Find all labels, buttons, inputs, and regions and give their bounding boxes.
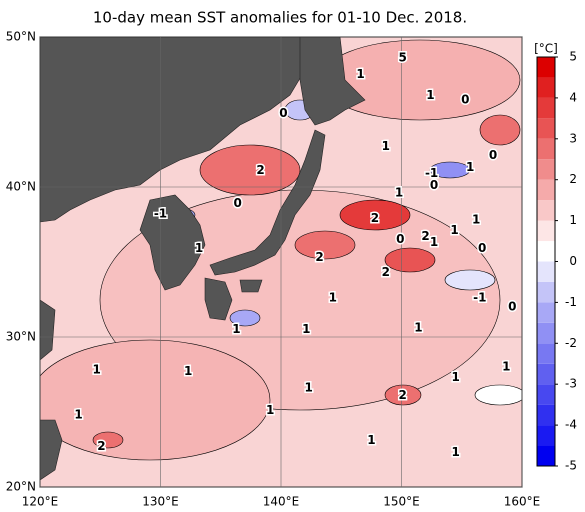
x-tick-label: 140°E — [263, 495, 300, 509]
colorbar-tick-label: 5 — [569, 50, 577, 64]
contour-label: -1 — [473, 291, 486, 305]
colorbar-band — [537, 97, 555, 119]
colorbar-band — [537, 425, 555, 446]
map-field — [40, 37, 522, 487]
contour-label: 1 — [450, 223, 458, 237]
contour-label: 1 — [232, 322, 240, 336]
colorbar-tick-label: -3 — [565, 377, 577, 391]
colorbar-band — [537, 384, 555, 405]
contour-label: 1 — [266, 403, 274, 417]
contour-label: 0 — [478, 241, 486, 255]
contour-label: 2 — [382, 265, 390, 279]
x-tick-label: 150°E — [383, 495, 420, 509]
contour-label: 1 — [302, 322, 310, 336]
contour-label: 2 — [421, 229, 429, 243]
colorbar-band — [537, 302, 555, 323]
contour-label: 1 — [74, 408, 82, 422]
colorbar-band — [537, 118, 555, 139]
colorbar-band — [537, 343, 555, 364]
map-title: 10-day mean SST anomalies for 01-10 Dec.… — [93, 9, 467, 27]
contour-label: 1 — [395, 186, 403, 200]
contour-label: 1 — [305, 381, 313, 395]
contour-label: 1 — [426, 88, 434, 102]
colorbar-tick-label: -4 — [565, 418, 577, 432]
colorbar-band — [537, 220, 555, 242]
contour-label: -1 — [425, 166, 438, 180]
colorbar-band — [537, 363, 555, 385]
contour-label: 2 — [256, 163, 264, 177]
colorbar-band — [537, 281, 555, 303]
contour-label: 0 — [430, 178, 438, 192]
contour-label: 1 — [356, 67, 364, 81]
colorbar-band — [537, 57, 555, 78]
y-tick-label: 20°N — [6, 480, 36, 494]
contour-label: 1 — [367, 433, 375, 447]
colorbar-band — [537, 404, 555, 426]
colorbar-band — [537, 159, 555, 180]
colorbar-tick-label: 3 — [569, 131, 577, 145]
contour-label: 2 — [315, 250, 323, 264]
colorbar-band — [537, 445, 555, 466]
contour-label: 1 — [472, 213, 480, 227]
colorbar-tick-label: -5 — [565, 459, 577, 473]
contour-label: 1 — [502, 360, 510, 374]
contour-label: 1 — [195, 241, 203, 255]
colorbar-band — [537, 77, 555, 98]
land — [40, 37, 366, 481]
colorbar-unit: [°C] — [534, 42, 558, 56]
x-tick-label: 120°E — [22, 495, 59, 509]
contour-label: 2 — [371, 211, 379, 225]
contour-label: 0 — [508, 300, 516, 314]
contour-label: 1 — [184, 364, 192, 378]
contour-label: 1 — [430, 235, 438, 249]
contour-label: -1 — [154, 207, 167, 221]
colorbar-band — [537, 179, 555, 201]
contour-label: 0 — [279, 106, 287, 120]
contour-label: 1 — [329, 291, 337, 305]
colorbar-tick-label: -2 — [565, 336, 577, 350]
colorbar-band — [537, 322, 555, 344]
contour-label: 1 — [382, 139, 390, 153]
colorbar-band — [537, 261, 555, 282]
contour-label: 2 — [97, 439, 105, 453]
colorbar-band — [537, 138, 555, 160]
y-tick-label: 50°N — [6, 30, 36, 44]
contour-label: 2 — [399, 388, 407, 402]
contour-label: 0 — [489, 148, 497, 162]
colorbar-band — [537, 200, 555, 221]
colorbar-band — [537, 241, 555, 262]
y-tick-label: 30°N — [6, 330, 36, 344]
contour-label: 0 — [233, 196, 241, 210]
colorbar-tick-label: 0 — [569, 254, 577, 268]
contour-label: 1 — [92, 363, 100, 377]
contour-label: 1 — [452, 370, 460, 384]
contour-label: 0 — [461, 93, 469, 107]
contour-label: 1 — [414, 321, 422, 335]
colorbar-tick-label: 1 — [569, 213, 577, 227]
contour-label: 5 — [399, 51, 407, 65]
x-tick-label: 130°E — [142, 495, 179, 509]
colorbar-tick-label: 2 — [569, 172, 577, 186]
contour-label: 0 — [396, 232, 404, 246]
contour-label: 1 — [452, 445, 460, 459]
y-tick-label: 40°N — [6, 180, 36, 194]
x-tick-label: 160°E — [504, 495, 541, 509]
contour-label: 1 — [466, 160, 474, 174]
colorbar-tick-label: 4 — [569, 90, 577, 104]
colorbar-tick-label: -1 — [565, 295, 577, 309]
